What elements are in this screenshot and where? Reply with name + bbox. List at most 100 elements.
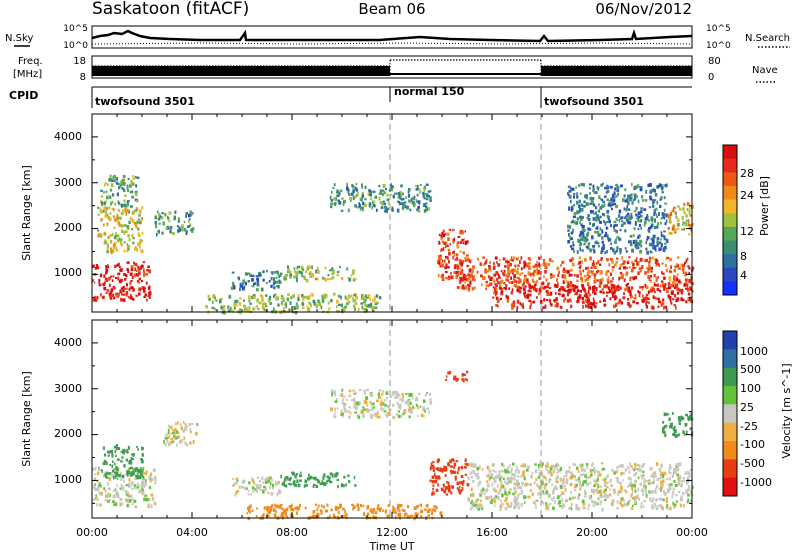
velocity-echo-cell <box>555 464 558 468</box>
velocity-echo-cell <box>312 510 316 513</box>
power-echo-cell <box>616 235 620 239</box>
velocity-echo-cell <box>431 493 434 496</box>
power-echo-cell <box>98 278 100 283</box>
velocity-echo-cell <box>431 476 434 479</box>
power-echo-cell <box>128 288 131 291</box>
power-echo-cell <box>130 293 132 298</box>
velocity-echo-cell <box>556 495 560 500</box>
noise-search-label: N.Search <box>745 33 790 44</box>
power-echo-cell <box>607 202 611 207</box>
velocity-echo-cell <box>490 501 493 505</box>
power-echo-cell <box>265 294 268 297</box>
power-echo-cell <box>609 297 612 301</box>
power-echo-cell <box>602 243 605 247</box>
power-echo-cell <box>612 192 614 195</box>
power-echo-cell <box>657 297 660 301</box>
velocity-echo-cell <box>173 434 176 438</box>
velocity-echo-cell <box>433 505 436 508</box>
velocity-echo-cell <box>334 392 337 397</box>
power-echo-cell <box>489 261 492 265</box>
power-echo-cell <box>511 306 514 310</box>
power-echo-cell <box>369 190 373 194</box>
velocity-cb-tick-1000: 1000 <box>740 345 768 358</box>
power-echo-cell <box>363 304 367 307</box>
power-colorbar-band <box>723 254 737 269</box>
power-echo-cell <box>638 260 640 265</box>
velocity-echo-cell <box>668 466 672 470</box>
power-echo-cell <box>678 267 681 270</box>
velocity-echo-cell <box>668 417 671 422</box>
power-echo-cell <box>603 284 607 289</box>
velocity-echo-cell <box>497 496 500 501</box>
power-echo-cell <box>545 262 548 267</box>
velocity-echo-cell <box>274 509 276 512</box>
power-echo-cell <box>519 289 522 294</box>
power-echo-cell <box>328 307 331 311</box>
velocity-echo-cell <box>470 476 473 479</box>
velocity-echo-cell <box>522 474 525 477</box>
power-echo-cell <box>640 207 644 210</box>
power-echo-cell <box>115 249 119 252</box>
velocity-echo-cell <box>290 508 293 512</box>
power-echo-cell <box>576 192 578 195</box>
power-echo-cell <box>657 283 659 287</box>
power-echo-cell <box>269 295 271 300</box>
power-echo-cell <box>516 285 520 290</box>
power-echo-cell <box>544 265 546 269</box>
velocity-echo-cell <box>325 509 328 513</box>
power-echo-cell <box>342 202 345 206</box>
velocity-echo-cell <box>571 497 575 500</box>
velocity-colorbar-band <box>723 404 737 424</box>
power-echo-cell <box>556 266 560 271</box>
power-echo-cell <box>134 267 136 271</box>
power-echo-cell <box>601 288 604 291</box>
velocity-echo-cell <box>479 499 482 503</box>
power-echo-cell <box>650 216 653 219</box>
power-panel <box>91 113 695 315</box>
velocity-echo-cell <box>511 467 513 472</box>
power-echo-cell <box>574 292 577 295</box>
velocity-echo-cell <box>169 441 173 445</box>
power-echo-cell <box>363 307 366 311</box>
power-echo-cell <box>429 199 432 202</box>
power-echo-cell <box>574 220 577 225</box>
velocity-echo-cell <box>98 482 101 486</box>
power-echo-cell <box>425 208 429 212</box>
power-echo-cell <box>131 195 134 199</box>
power-echo-cell <box>637 290 639 294</box>
power-echo-cell <box>486 269 490 273</box>
velocity-echo-cell <box>688 416 692 419</box>
velocity-echo-cell <box>146 497 149 502</box>
power-echo-cell <box>403 201 407 204</box>
velocity-echo-cell <box>334 407 336 412</box>
velocity-echo-cell <box>548 470 551 473</box>
power-echo-cell <box>347 294 351 299</box>
velocity-echo-cell <box>175 436 178 440</box>
velocity-echo-cell <box>254 488 257 491</box>
velocity-echo-cell <box>139 470 142 474</box>
power-echo-cell <box>664 283 667 286</box>
velocity-echo-cell <box>604 483 607 486</box>
velocity-echo-cell <box>246 487 248 490</box>
velocity-echo-cell <box>471 500 473 503</box>
power-echo-cell <box>527 289 531 293</box>
power-echo-cell <box>354 204 357 208</box>
power-echo-cell <box>672 284 675 288</box>
power-echo-cell <box>468 277 471 280</box>
velocity-echo-cell <box>415 403 418 407</box>
power-echo-cell <box>321 276 325 280</box>
power-echo-cell <box>687 223 691 227</box>
power-echo-cell <box>594 273 597 277</box>
power-echo-cell <box>115 277 118 279</box>
power-echo-cell <box>598 284 602 288</box>
power-echo-cell <box>557 281 559 286</box>
power-echo-cell <box>356 296 358 300</box>
power-echo-cell <box>485 258 488 262</box>
power-echo-cell <box>455 253 459 257</box>
velocity-echo-cell <box>177 431 180 434</box>
power-echo-cell <box>599 290 603 294</box>
power-echo-cell <box>105 292 108 294</box>
power-echo-cell <box>470 269 474 274</box>
velocity-echo-cell <box>123 464 126 468</box>
power-echo-cell <box>114 234 118 238</box>
